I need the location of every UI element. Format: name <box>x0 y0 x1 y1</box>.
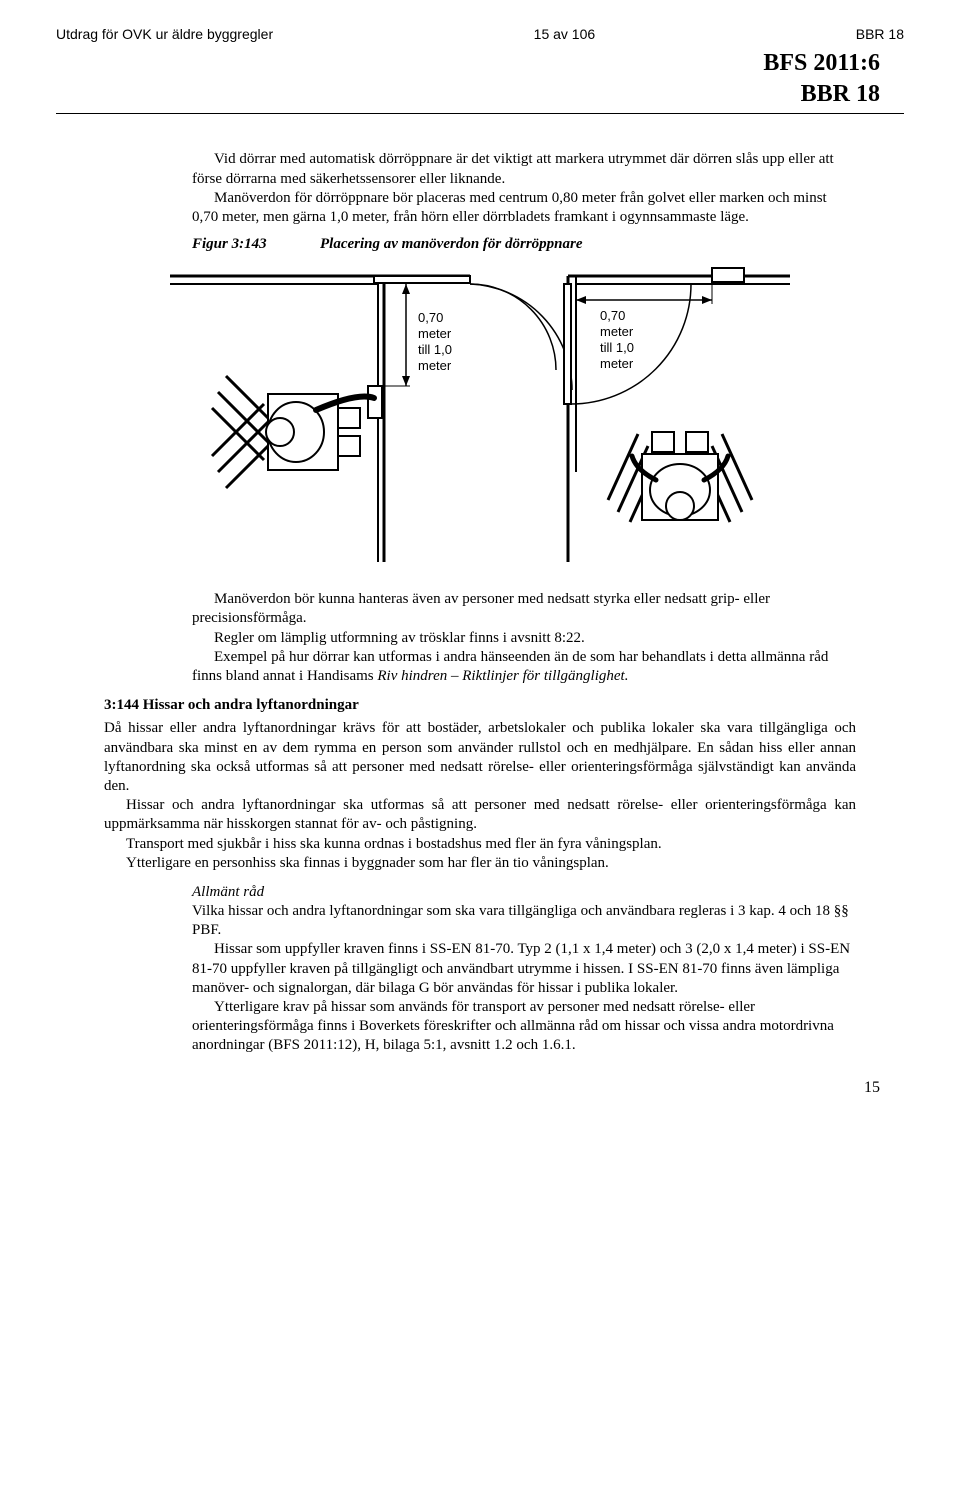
header-right: BBR 18 <box>856 26 904 44</box>
header-center: 15 av 106 <box>534 26 596 44</box>
svg-text:till 1,0: till 1,0 <box>418 342 452 357</box>
intro-paragraphs: Vid dörrar med automatisk dörröppnare är… <box>192 150 856 227</box>
sec-p4: Ytterligare en personhiss ska finnas i b… <box>104 854 856 873</box>
post-figure-paragraphs: Manöverdon bör kunna hanteras även av pe… <box>192 590 856 686</box>
svg-text:0,70: 0,70 <box>600 308 625 323</box>
doc-title-line2: BBR 18 <box>56 79 880 110</box>
svg-text:meter: meter <box>418 326 452 341</box>
sec-p3: Transport med sjukbår i hiss ska kunna o… <box>104 835 856 854</box>
post-p3: Exempel på hur dörrar kan utformas i and… <box>192 648 856 686</box>
sec-p1: Då hissar eller andra lyftanordningar kr… <box>104 719 856 796</box>
svg-text:meter: meter <box>600 324 634 339</box>
svg-text:till 1,0: till 1,0 <box>600 340 634 355</box>
post-p2: Regler om lämplig utformning av trösklar… <box>192 629 856 648</box>
figure-diagram: 0,70 meter till 1,0 meter <box>104 262 856 572</box>
advice-p1: Vilka hissar och andra lyftanordningar s… <box>192 902 856 940</box>
heading-3-144: 3:144 Hissar och andra lyftanordningar <box>104 696 856 715</box>
post-p3-italic: Riv hindren – Riktlinjer för tillgänglig… <box>377 668 628 684</box>
page-number: 15 <box>56 1078 904 1098</box>
doc-title-line1: BFS 2011:6 <box>56 48 880 79</box>
intro-p1: Vid dörrar med automatisk dörröppnare är… <box>192 150 856 188</box>
sec-p2: Hissar och andra lyftanordningar ska utf… <box>104 796 856 834</box>
svg-text:meter: meter <box>600 356 634 371</box>
general-advice-block: Allmänt råd Vilka hissar och andra lyfta… <box>192 883 856 1056</box>
doc-title-block: BFS 2011:6 BBR 18 <box>56 48 904 109</box>
svg-text:meter: meter <box>418 358 452 373</box>
section-3-144-body: Då hissar eller andra lyftanordningar kr… <box>104 719 856 873</box>
header-rule <box>56 113 904 114</box>
page-header: Utdrag för OVK ur äldre byggregler 15 av… <box>56 26 904 44</box>
post-p1: Manöverdon bör kunna hanteras även av pe… <box>192 590 856 628</box>
figure-caption: Placering av manöverdon för dörröppnare <box>320 235 583 254</box>
svg-text:0,70: 0,70 <box>418 310 443 325</box>
advice-p3: Ytterligare krav på hissar som används f… <box>192 998 856 1056</box>
content-area: Vid dörrar med automatisk dörröppnare är… <box>56 150 904 1055</box>
figure-caption-row: Figur 3:143 Placering av manöverdon för … <box>192 235 856 254</box>
intro-p2: Manöverdon för dörröppnare bör placeras … <box>192 189 856 227</box>
advice-title: Allmänt råd <box>192 883 856 902</box>
header-left: Utdrag för OVK ur äldre byggregler <box>56 26 273 44</box>
advice-p2: Hissar som uppfyller kraven finns i SS-E… <box>192 940 856 998</box>
figure-number: Figur 3:143 <box>192 235 320 254</box>
